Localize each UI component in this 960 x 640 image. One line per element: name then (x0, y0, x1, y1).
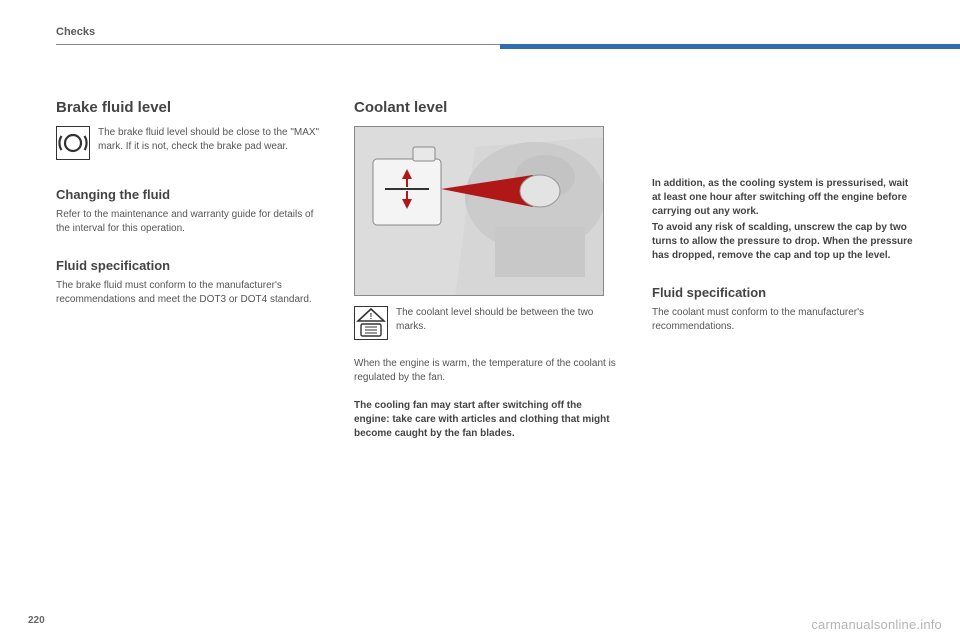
coolant-spec-body: The coolant must conform to the manufact… (652, 306, 916, 334)
accent-bar (500, 44, 960, 49)
brake-fluid-intro: The brake fluid level should be close to… (98, 126, 320, 154)
coolant-extra-body1: In addition, as the cooling system is pr… (652, 177, 916, 219)
column-coolant-extra: In addition, as the cooling system is pr… (652, 99, 916, 441)
brake-spec-body: The brake fluid must conform to the manu… (56, 279, 320, 307)
content-columns: Brake fluid level The brake fluid level … (56, 99, 916, 441)
coolant-body2: The cooling fan may start after switchin… (354, 399, 618, 441)
coolant-note-row: ! The coolant level should be between th… (354, 306, 618, 345)
brake-fluid-intro-row: The brake fluid level should be close to… (56, 126, 320, 165)
coolant-body1: When the engine is warm, the temperature… (354, 357, 618, 385)
coolant-extra-body2: To avoid any risk of scalding, unscrew t… (652, 221, 916, 263)
manual-warning-icon: ! (354, 306, 388, 345)
brake-fluid-title: Brake fluid level (56, 99, 320, 116)
coolant-spec-title: Fluid specification (652, 285, 916, 300)
brake-spec-title: Fluid specification (56, 258, 320, 273)
page-number: 220 (28, 615, 45, 626)
coolant-note: The coolant level should be between the … (396, 306, 618, 334)
column-coolant: Coolant level (354, 99, 618, 441)
coolant-illustration (354, 126, 604, 296)
brake-warning-icon (56, 126, 90, 165)
manual-page: Checks Brake fluid level The brake fluid… (0, 0, 960, 640)
column-brake-fluid: Brake fluid level The brake fluid level … (56, 99, 320, 441)
svg-text:!: ! (370, 312, 373, 321)
changing-fluid-title: Changing the fluid (56, 187, 320, 202)
page-category: Checks (56, 26, 916, 38)
changing-fluid-body: Refer to the maintenance and warranty gu… (56, 208, 320, 236)
watermark: carmanualsonline.info (811, 617, 942, 632)
coolant-title: Coolant level (354, 99, 618, 116)
